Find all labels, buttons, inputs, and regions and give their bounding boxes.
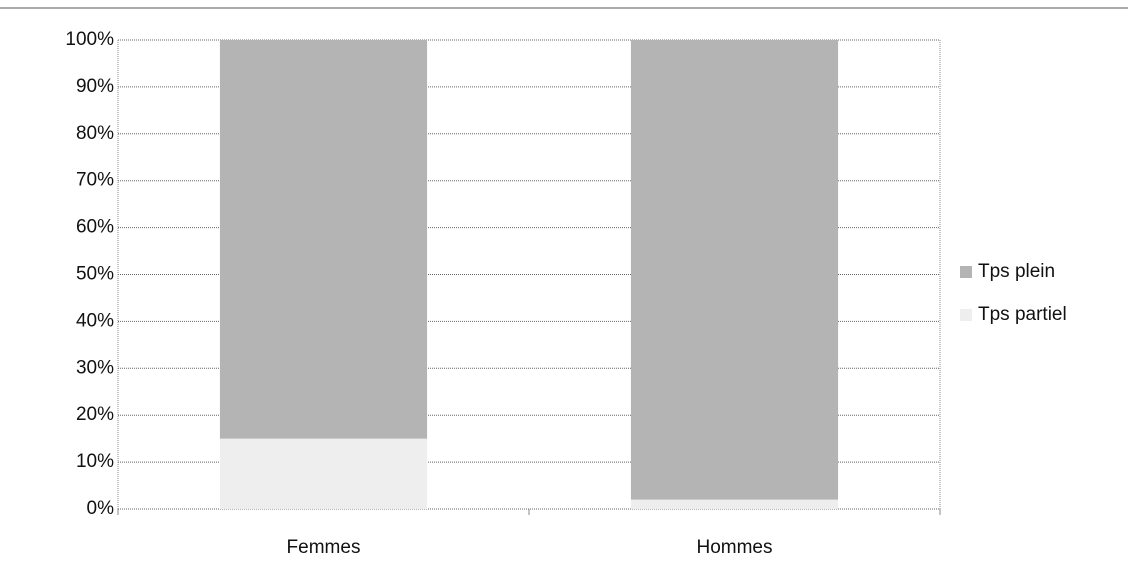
x-tick-label: Femmes <box>287 537 361 558</box>
y-tick-label: 0% <box>87 498 115 519</box>
legend-swatch <box>960 266 972 278</box>
x-tick-label: Hommes <box>696 537 772 558</box>
y-tick-label: 50% <box>76 264 114 285</box>
y-tick-label: 70% <box>76 170 114 191</box>
y-tick-label: 60% <box>76 217 114 238</box>
y-tick-label: 30% <box>76 357 114 378</box>
legend-swatch <box>960 309 972 321</box>
legend-label: Tps plein <box>978 261 1055 282</box>
y-tick-label: 20% <box>76 404 114 425</box>
bar-segment <box>630 499 839 509</box>
bar-segment <box>219 40 428 439</box>
y-tick-label: 90% <box>76 76 114 97</box>
y-tick-label: 100% <box>65 29 114 50</box>
legend-label: Tps partiel <box>978 304 1067 325</box>
bar-segment <box>630 40 839 500</box>
y-tick-label: 80% <box>76 123 114 144</box>
bar-segment <box>219 438 428 509</box>
y-tick-label: 10% <box>76 451 114 472</box>
y-tick-label: 40% <box>76 310 114 331</box>
